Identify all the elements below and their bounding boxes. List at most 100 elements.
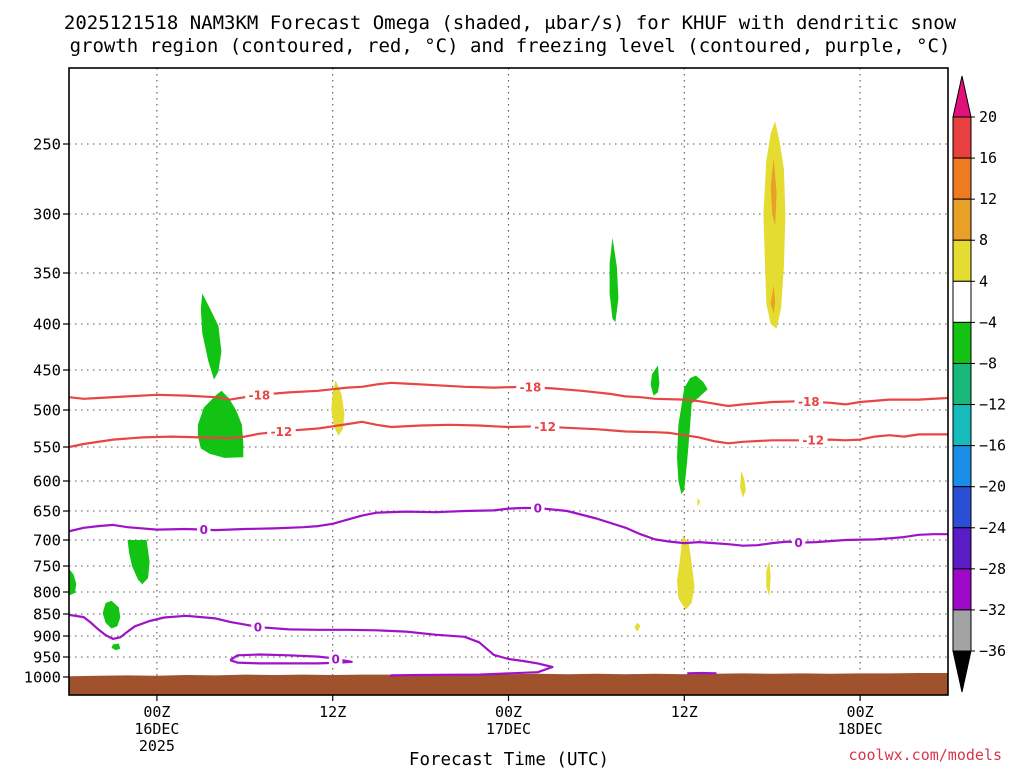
colorbar-bin-7 — [952, 362, 972, 406]
colorbar-bin-4 — [952, 239, 972, 282]
contour-labels: -18 -18 -18 -12 -12 -12 0 0 0 0 0 — [197, 380, 828, 666]
colorbar-label-6: −8 — [979, 354, 997, 372]
contour-1 — [69, 420, 948, 449]
green-cell-A — [200, 293, 222, 380]
y-tick-label-450: 450 — [33, 362, 61, 380]
chart-title-line1: 2025121518 NAM3KM Forecast Omega (shaded… — [64, 12, 957, 34]
colorbar-bin-13 — [952, 609, 972, 652]
y-tick-label-400: 400 — [33, 316, 61, 334]
colorbar-bin-11 — [952, 527, 972, 570]
y-axis: 250 300 350 400 450 500 550 600 650 700 750 800 850 9… — [24, 136, 69, 687]
y-tick-label-800: 800 — [33, 584, 61, 602]
y-tick-label-600: 600 — [33, 473, 61, 491]
contour-label-bg-1-2 — [798, 433, 828, 448]
contour-label-0-0: -18 — [249, 388, 271, 402]
colorbar-label-4: 4 — [979, 272, 988, 290]
y-tick-label-550: 550 — [33, 439, 61, 457]
chart-title-line2: growth region (contoured, red, °C) and f… — [70, 35, 951, 57]
contour-label-2-2: 0 — [794, 536, 802, 550]
contour-label-3-0: 0 — [254, 620, 262, 634]
green-cell-C — [69, 568, 77, 596]
contour-3 — [69, 613, 554, 677]
green-cell-H — [650, 365, 660, 396]
orange-cell-B — [770, 158, 777, 226]
yellow-cell-D — [740, 470, 746, 498]
y-tick-label-350: 350 — [33, 265, 61, 283]
yellow-cell-C — [677, 535, 695, 610]
x-tick-label-4-1: 18DEC — [838, 720, 883, 738]
colorbar-label-2: 12 — [979, 190, 997, 208]
contour-label-0-2: -18 — [798, 395, 820, 409]
colorbar-bin-12 — [952, 568, 972, 611]
colorbar-label-5: −4 — [979, 313, 997, 331]
colorbar-label-3: 8 — [979, 231, 988, 249]
colorbar-bin-2 — [952, 157, 972, 200]
green-cell-E — [102, 600, 121, 629]
colorbar-label-8: −16 — [979, 437, 1006, 455]
colorbar-label-12: −32 — [979, 601, 1006, 619]
colorbar: 20 16 12 8 4 −4 −8 −12 −16 −20 −24 −28 −32 −36 — [952, 75, 1006, 693]
contour-label-bg-2-2 — [791, 535, 806, 550]
green-cell-F — [111, 643, 121, 651]
yellow-cell-F — [697, 497, 701, 507]
y-tick-label-250: 250 — [33, 136, 61, 154]
contour-lines — [69, 381, 948, 677]
x-tick-label-0-2: 2025 — [139, 737, 175, 755]
y-tick-label-950: 950 — [33, 649, 61, 667]
contour-label-0-1: -18 — [520, 381, 542, 395]
contour-label-2-0: 0 — [200, 523, 208, 537]
orange-cell-B2 — [770, 285, 776, 314]
colorbar-bin-9 — [952, 445, 972, 488]
colorbar-top-arrow — [952, 75, 972, 118]
colorbar-bottom-arrow — [952, 650, 972, 693]
contour-label-1-2: -12 — [802, 434, 824, 448]
colorbar-bin-8 — [952, 404, 972, 447]
y-tick-label-1000: 1000 — [24, 669, 61, 687]
contour-label-bg-2-0 — [197, 522, 211, 537]
x-tick-label-4-0: 00Z — [847, 703, 874, 721]
colorbar-bin-5 — [952, 280, 972, 323]
y-tick-label-750: 750 — [33, 558, 61, 576]
yellow-cell-B — [763, 121, 786, 329]
x-tick-label-1-0: 12Z — [319, 703, 346, 721]
green-cell-B — [197, 390, 244, 458]
colorbar-bin-1 — [952, 116, 972, 159]
green-cell-I — [677, 375, 708, 495]
yellow-cell-A — [331, 380, 345, 436]
contour-label-bg-3-0 — [251, 619, 265, 634]
contour-label-4-0: 0 — [331, 652, 339, 666]
contour-label-bg-0-0 — [245, 387, 274, 402]
yellow-cell-G — [634, 622, 641, 632]
colorbar-label-0: 20 — [979, 108, 997, 126]
x-tick-label-2-0: 00Z — [495, 703, 522, 721]
contour-0 — [69, 381, 948, 408]
yellow-cell-E — [766, 560, 771, 597]
y-tick-label-900: 900 — [33, 628, 61, 646]
contour-4 — [229, 653, 353, 665]
colorbar-label-7: −12 — [979, 396, 1006, 414]
colorbar-bin-10 — [952, 486, 972, 529]
x-tick-label-0-1: 16DEC — [134, 720, 179, 738]
colorbar-label-10: −24 — [979, 519, 1006, 537]
green-cell-D — [127, 540, 150, 585]
contour-2 — [69, 506, 948, 547]
credit-text: coolwx.com/models — [848, 746, 1002, 764]
contour-label-bg-2-1 — [531, 501, 545, 515]
contour-label-1-1: -12 — [534, 420, 556, 434]
contour-label-bg-0-1 — [516, 380, 545, 395]
y-tick-label-700: 700 — [33, 532, 61, 550]
green-cell-G — [609, 237, 619, 322]
colorbar-label-9: −20 — [979, 478, 1006, 496]
omega-shading — [69, 121, 786, 651]
terrain-layer — [69, 673, 948, 695]
contour-label-bg-1-1 — [530, 419, 560, 434]
contour-label-2-1: 0 — [534, 502, 542, 516]
colorbar-bin-3 — [952, 198, 972, 241]
y-tick-label-500: 500 — [33, 402, 61, 420]
contour-label-1-0: -12 — [271, 425, 293, 439]
x-tick-label-0-0: 00Z — [143, 703, 170, 721]
contour-label-bg-1-0 — [267, 424, 296, 439]
y-tick-label-850: 850 — [33, 606, 61, 624]
